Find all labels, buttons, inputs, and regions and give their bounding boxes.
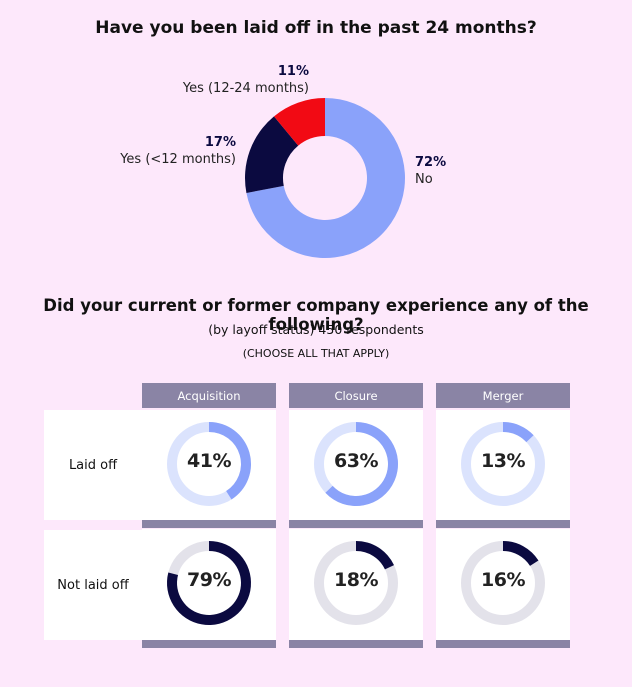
chart-title: Have you been laid off in the past 24 mo… (95, 18, 537, 38)
cell-footer-bar (436, 520, 570, 528)
slice-category-label: No (415, 172, 433, 187)
grid-subtitle: (by layoff status) 450 respondents (208, 322, 424, 337)
donut-slice-yes-12-24-months (274, 98, 325, 146)
cell-footer-bar (142, 640, 276, 648)
column-header-merger: Merger (436, 383, 570, 408)
column-header-closure: Closure (289, 383, 423, 408)
donut-percent-label: 16% (481, 569, 525, 591)
slice-value-label: 72% (415, 155, 446, 170)
donut-percent-label: 63% (334, 450, 378, 472)
donut-arc (356, 541, 395, 570)
slice-value-label: 11% (278, 64, 309, 79)
donut-arc (325, 422, 398, 506)
row-label-not-laid-off: Not laid off (44, 530, 142, 640)
donut-arc (503, 541, 539, 566)
donut-slice-yes-12-months (244, 116, 299, 193)
donut-percent-label: 18% (334, 569, 378, 591)
donut-cell-not-laid-off-merger: 16% (436, 529, 570, 640)
mini-donut (461, 422, 545, 506)
mini-donut (461, 541, 545, 625)
donut-cell-not-laid-off-closure: 18% (289, 529, 423, 640)
mini-donut (314, 541, 398, 625)
grid-note: (CHOOSE ALL THAT APPLY) (242, 347, 390, 360)
slice-category-label: Yes (<12 months) (119, 152, 236, 167)
donut-percent-label: 79% (187, 569, 231, 591)
donut-cell-laid-off-closure: 63% (289, 410, 423, 521)
cell-footer-bar (436, 640, 570, 648)
slice-category-label: Yes (12-24 months) (182, 81, 309, 96)
donut-cell-laid-off-merger: 13% (436, 410, 570, 521)
donut-cell-laid-off-acquisition: 41% (142, 410, 276, 521)
row-label-laid-off: Laid off (44, 410, 142, 520)
cell-footer-bar (289, 520, 423, 528)
layoff-donut-chart: 72% No 17% Yes (<12 months) 11% Yes (12-24 mo… (119, 64, 446, 258)
donut-arc (503, 422, 534, 443)
cell-footer-bar (142, 520, 276, 528)
column-header-acquisition: Acquisition (142, 383, 276, 408)
donut-cell-not-laid-off-acquisition: 79% (142, 529, 276, 640)
donut-arc (209, 422, 251, 500)
donut-slice-no (246, 98, 406, 258)
mini-donut (167, 541, 251, 625)
mini-donut (167, 422, 251, 506)
cell-footer-bar (289, 640, 423, 648)
slice-value-label: 17% (205, 135, 236, 150)
donut-percent-label: 13% (481, 450, 525, 472)
donut-percent-label: 41% (187, 450, 231, 472)
mini-donut (314, 422, 398, 506)
grid-title: Did your current or former company exper… (43, 296, 589, 334)
